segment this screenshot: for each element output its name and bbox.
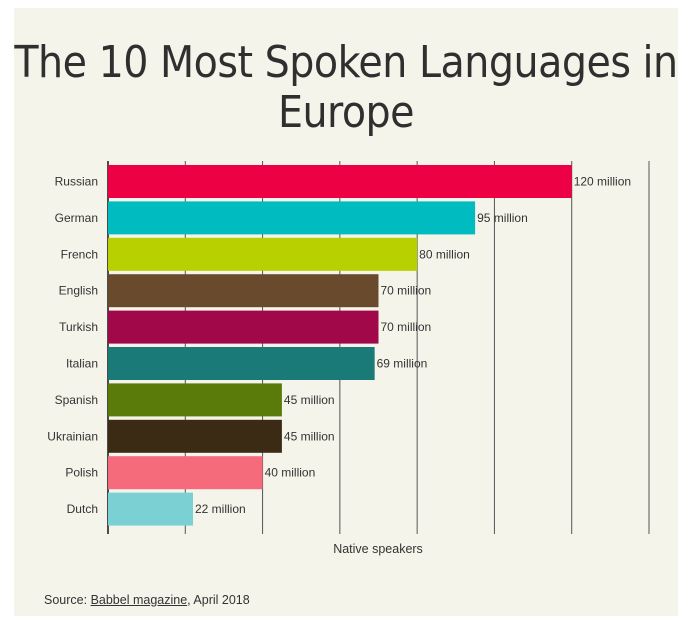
value-label: 70 million: [381, 284, 432, 298]
source-link[interactable]: Babbel magazine: [90, 593, 188, 607]
bar-ukrainian: [108, 419, 282, 453]
value-label: 80 million: [419, 247, 470, 261]
category-label: Russian: [55, 175, 98, 189]
category-label: Polish: [65, 466, 98, 480]
value-label: 40 million: [265, 466, 316, 480]
category-label: French: [61, 247, 98, 261]
bar-german: [108, 201, 476, 235]
source-note: Source: Babbel magazine, April 2018: [44, 593, 250, 607]
value-label: 45 million: [284, 429, 335, 443]
value-label: 69 million: [377, 357, 428, 371]
category-label: Italian: [66, 357, 98, 371]
bar-spanish: [108, 383, 282, 417]
bar-italian: [108, 347, 375, 380]
bar-english: [108, 274, 379, 308]
category-label: German: [55, 211, 98, 225]
value-label: 70 million: [381, 320, 432, 334]
bar-french: [108, 237, 418, 271]
category-label: Dutch: [67, 502, 98, 516]
bar-turkish: [108, 310, 379, 344]
source-prefix: Source:: [44, 593, 91, 607]
chart-card: The 10 Most Spoken Languages in Europe R…: [14, 8, 678, 616]
value-label: 22 million: [195, 502, 246, 516]
value-label: 95 million: [477, 211, 528, 225]
x-axis-label: Native speakers: [333, 542, 423, 556]
category-label: Ukrainian: [47, 429, 98, 443]
source-suffix: , April 2018: [187, 593, 250, 607]
bar-dutch: [108, 492, 194, 526]
category-label: Spanish: [55, 393, 98, 407]
bar-polish: [108, 456, 263, 490]
category-label: Turkish: [59, 320, 98, 334]
bar-russian: [108, 165, 572, 198]
value-label: 120 million: [574, 175, 631, 189]
category-label: English: [59, 284, 98, 298]
chart-title: The 10 Most Spoken Languages in Europe: [14, 37, 678, 138]
value-label: 45 million: [284, 393, 335, 407]
bar-chart: Russian 120 million German 95 million French…: [47, 161, 650, 556]
